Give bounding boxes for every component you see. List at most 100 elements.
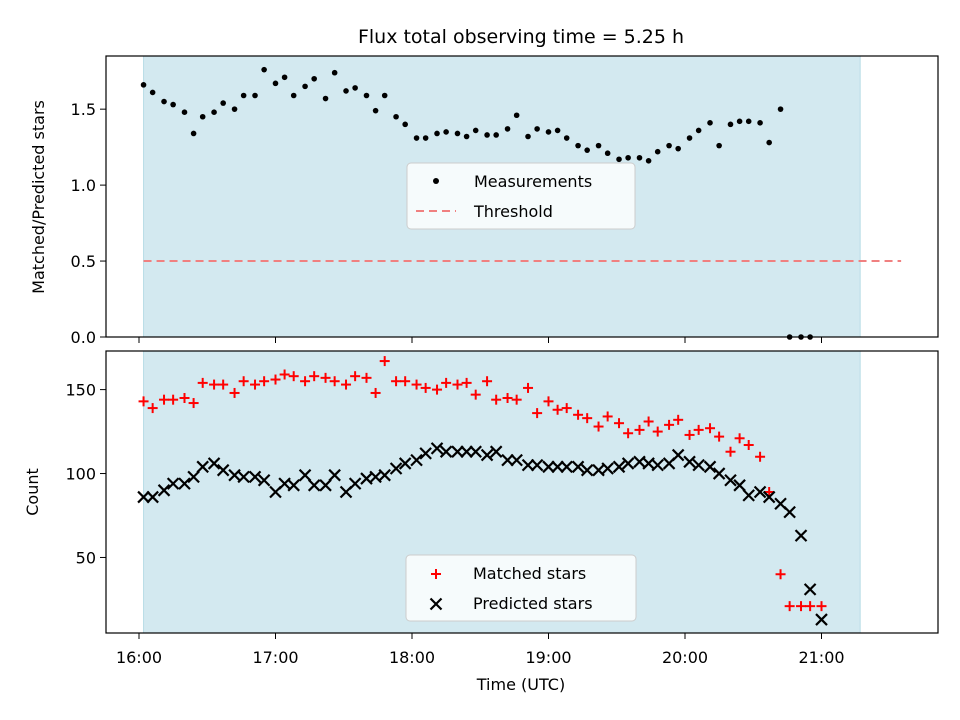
measurement-point — [240, 92, 247, 99]
matched-stars-point — [643, 416, 654, 427]
measurement-point — [161, 98, 167, 105]
measurement-point — [757, 120, 763, 126]
predicted-stars-point — [621, 457, 635, 470]
predicted-stars-point-b — [348, 477, 362, 490]
predicted-stars-point-b — [733, 479, 746, 492]
predicted-stars-point-b — [712, 467, 726, 480]
predicted-stars-point-b — [521, 458, 535, 472]
predicted-stars-point — [348, 477, 362, 490]
measurement-point — [331, 69, 338, 76]
measurement-point — [413, 135, 420, 141]
predicted-stars-point — [489, 445, 503, 458]
predicted-stars-point — [612, 460, 626, 474]
matched-stars-point — [593, 421, 604, 432]
predicted-stars-point — [501, 453, 514, 467]
chart-title: Flux total observing time = 5.25 h — [358, 26, 684, 48]
predicted-stars-point-b — [742, 489, 755, 502]
y-tick-label-bottom: 100 — [65, 465, 96, 484]
measurement-point — [736, 118, 743, 125]
measurement-point — [616, 156, 622, 163]
legend-bottom: Matched stars Predicted stars — [405, 554, 637, 622]
matched-stars-point — [279, 369, 290, 380]
predicted-stars-point — [530, 458, 544, 472]
matched-stars-point — [602, 411, 613, 422]
predicted-stars-point-b — [307, 479, 321, 492]
x-ticks-bottom: 16:00 17:00 18:00 19:00 20:00 21:00 — [116, 633, 845, 667]
measurement-point — [181, 109, 188, 115]
predicted-stars-point — [671, 448, 685, 462]
predicted-stars-point — [146, 490, 159, 504]
matched-stars-point — [300, 376, 311, 387]
matched-stars-point — [502, 393, 513, 403]
predicted-stars-point-b — [389, 462, 403, 475]
measurement-point — [716, 142, 722, 149]
measurement-point — [220, 100, 226, 106]
predicted-stars-point — [601, 462, 614, 475]
predicted-stars-point-b — [187, 470, 200, 484]
predicted-stars-point-b — [703, 460, 717, 474]
predicted-stars-point-b — [398, 457, 412, 470]
predicted-stars-point — [410, 453, 423, 467]
matched-stars-point — [138, 396, 149, 407]
matched-stars-point — [561, 403, 572, 414]
measurement-point — [545, 129, 552, 135]
measurement-point — [675, 145, 681, 152]
measurement-point — [302, 83, 308, 90]
measurement-point — [563, 135, 570, 141]
matched-stars-point — [441, 377, 452, 388]
predicted-stars-point — [439, 445, 453, 458]
x-axis-label: Time (UTC) — [476, 675, 565, 694]
measurement-point — [454, 130, 461, 137]
measurement-point — [199, 113, 206, 120]
measurement-point — [190, 130, 197, 137]
matched-stars-point — [320, 372, 331, 383]
matched-stars-point — [796, 601, 807, 612]
matched-stars-point — [379, 356, 390, 367]
predicted-stars-point — [692, 458, 705, 472]
predicted-stars-point — [389, 462, 403, 475]
legend-matched-marker — [431, 569, 441, 579]
matched-stars-point — [523, 382, 534, 393]
predicted-stars-point — [560, 460, 573, 474]
measurement-point — [393, 113, 399, 120]
predicted-stars-point — [307, 479, 321, 492]
y-axis-label-top: Matched/Predicted stars — [29, 100, 48, 294]
measurement-point — [149, 89, 156, 96]
predicted-stars-point — [542, 460, 555, 474]
matched-stars-point — [705, 423, 716, 434]
predicted-stars-point — [451, 445, 464, 458]
matched-stars-point — [684, 429, 695, 440]
legend-matched-label: Matched stars — [473, 564, 586, 583]
predicted-stars-point — [398, 457, 412, 470]
predicted-stars-point-b — [378, 468, 391, 482]
matched-stars-point — [159, 394, 170, 405]
predicted-stars-point-b — [257, 473, 271, 487]
matched-stars-point — [634, 424, 645, 435]
predicted-stars-point-b — [542, 460, 555, 474]
matched-stars-point — [411, 379, 422, 390]
legend-top: Measurements Threshold — [406, 162, 636, 230]
y-ticks-top: 0.0 0.5 1.0 1.5 — [71, 100, 106, 347]
measurement-point — [534, 126, 540, 132]
predicted-stars-point — [683, 455, 696, 469]
predicted-stars-point-b — [803, 583, 817, 596]
matched-stars-point — [482, 376, 493, 387]
predicted-stars-point — [328, 468, 341, 482]
predicted-stars-point — [571, 460, 585, 474]
measurement-point — [666, 142, 672, 149]
predicted-stars-point-b — [460, 445, 473, 458]
predicted-stars-point-b — [753, 485, 767, 499]
measurement-point — [513, 112, 520, 119]
predicted-stars-point — [469, 445, 482, 458]
predicted-stars-point — [187, 470, 200, 484]
predicted-stars-point-b — [216, 463, 230, 477]
x-ticks-top — [138, 337, 822, 343]
measurement-point — [554, 127, 561, 134]
measurement-point — [272, 80, 279, 87]
measurement-point — [766, 139, 772, 146]
predicted-stars-point-b — [783, 505, 796, 519]
measurement-point — [504, 126, 511, 132]
measurement-point — [434, 130, 440, 137]
matched-stars-point — [400, 376, 411, 387]
measurement-point — [372, 107, 379, 114]
